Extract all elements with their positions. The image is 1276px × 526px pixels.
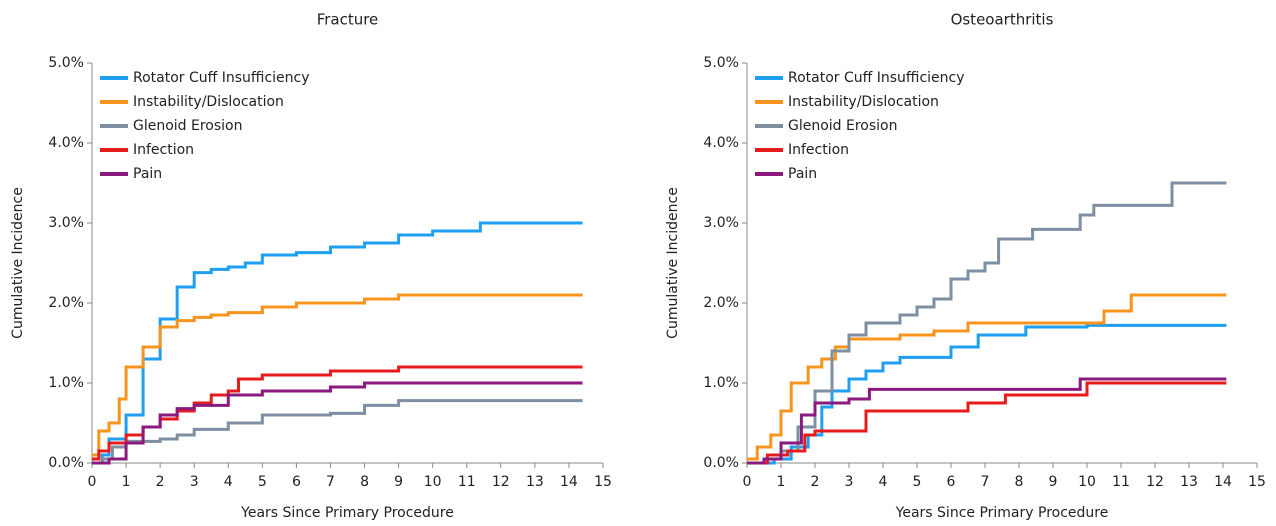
y-axis-label: Cumulative Incidence: [665, 187, 681, 339]
y-tick-label: 2.0%: [703, 295, 739, 311]
x-tick-label: 3: [845, 474, 854, 490]
x-tick-label: 0: [743, 474, 752, 490]
x-tick-label: 8: [360, 474, 369, 490]
y-tick-label: 2.0%: [48, 295, 84, 311]
x-tick-label: 2: [811, 474, 820, 490]
legend-label: Rotator Cuff Insufficiency: [788, 70, 965, 86]
x-tick-label: 12: [1146, 474, 1164, 490]
series-line: [747, 377, 1227, 465]
x-tick-label: 2: [156, 474, 165, 490]
x-tick-label: 8: [1015, 474, 1024, 490]
legend-label: Rotator Cuff Insufficiency: [133, 70, 310, 86]
series-line: [92, 221, 583, 465]
x-tick-label: 11: [1112, 474, 1130, 490]
x-tick-label: 10: [1078, 474, 1096, 490]
x-tick-label: 7: [326, 474, 335, 490]
x-tick-label: 14: [1214, 474, 1232, 490]
y-tick-label: 0.0%: [703, 455, 739, 471]
x-tick-label: 4: [224, 474, 233, 490]
x-tick-label: 3: [190, 474, 199, 490]
y-tick-label: 4.0%: [48, 135, 84, 151]
chart-title: Fracture: [317, 11, 379, 29]
legend-label: Pain: [133, 166, 162, 182]
x-tick-label: 1: [777, 474, 786, 490]
series-line: [92, 381, 583, 465]
x-tick-label: 9: [394, 474, 403, 490]
x-tick-label: 15: [1248, 474, 1266, 490]
panel: Fracture Years Since Primary Procedure Cum…: [10, 11, 612, 522]
legend-label: Glenoid Erosion: [133, 118, 243, 134]
legend-label: Infection: [788, 142, 849, 158]
y-tick-label: 3.0%: [48, 215, 84, 231]
y-tick-label: 1.0%: [703, 375, 739, 391]
x-tick-label: 5: [913, 474, 922, 490]
x-axis-label: Years Since Primary Procedure: [240, 505, 454, 521]
series-line: [92, 399, 583, 465]
x-tick-label: 0: [88, 474, 97, 490]
x-tick-label: 6: [292, 474, 301, 490]
legend-label: Instability/Dislocation: [133, 94, 284, 110]
series-line: [747, 381, 1227, 465]
legend-label: Infection: [133, 142, 194, 158]
x-tick-label: 11: [458, 474, 476, 490]
x-tick-label: 5: [258, 474, 267, 490]
x-tick-label: 15: [594, 474, 612, 490]
series-line: [92, 293, 583, 457]
legend-label: Pain: [788, 166, 817, 182]
x-tick-label: 12: [492, 474, 510, 490]
x-tick-label: 7: [981, 474, 990, 490]
legend-label: Instability/Dislocation: [788, 94, 939, 110]
x-tick-label: 14: [560, 474, 578, 490]
legend-label: Glenoid Erosion: [788, 118, 898, 134]
chart-title: Osteoarthritis: [951, 11, 1054, 29]
y-tick-label: 5.0%: [48, 55, 84, 71]
y-tick-label: 4.0%: [703, 135, 739, 151]
y-tick-label: 0.0%: [48, 455, 84, 471]
x-tick-label: 9: [1049, 474, 1058, 490]
series-line: [747, 323, 1227, 465]
x-tick-label: 6: [947, 474, 956, 490]
y-axis-label: Cumulative Incidence: [10, 187, 26, 339]
y-tick-label: 1.0%: [48, 375, 84, 391]
x-tick-label: 13: [526, 474, 544, 490]
series-line: [747, 293, 1227, 461]
x-axis-label: Years Since Primary Procedure: [895, 505, 1109, 521]
y-tick-label: 3.0%: [703, 215, 739, 231]
x-tick-label: 1: [122, 474, 131, 490]
x-tick-label: 4: [879, 474, 888, 490]
x-tick-label: 10: [424, 474, 442, 490]
x-tick-label: 13: [1180, 474, 1198, 490]
panel: Osteoarthritis Years Since Primary Proced…: [665, 11, 1266, 522]
y-tick-label: 5.0%: [703, 55, 739, 71]
